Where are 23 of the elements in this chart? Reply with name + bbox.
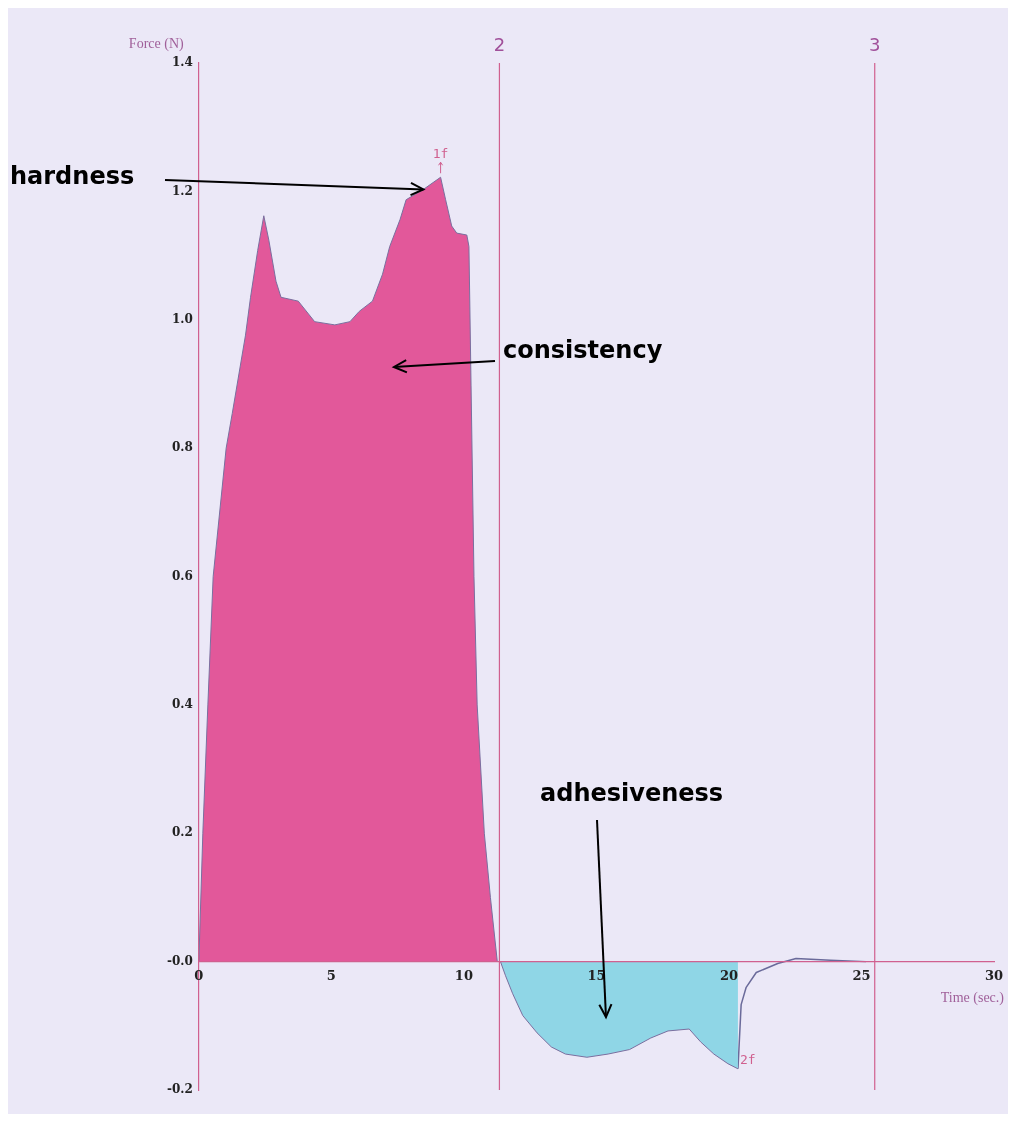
y-tick-label: 1.2 — [171, 183, 193, 198]
x-tick-label: 25 — [852, 967, 871, 983]
annotation: hardness — [10, 162, 135, 191]
x-tick-label: 5 — [326, 967, 336, 983]
y-tick-label: 0.4 — [171, 697, 193, 711]
annotation: consistency — [503, 336, 663, 365]
x-tick-label: 10 — [454, 967, 473, 983]
y-tick-label: 0.6 — [171, 568, 193, 583]
x-tick-label: 30 — [984, 967, 1004, 983]
annotation: 2f — [739, 1051, 756, 1067]
annotation: adhesiveness — [540, 779, 724, 808]
x-axis-title: Time (sec.) — [940, 990, 1005, 1007]
x-tick-label: 20 — [719, 967, 738, 983]
y-tick-label: -0.0 — [167, 953, 193, 968]
y-tick-label: 1.4 — [171, 55, 193, 70]
text: 3 — [869, 33, 881, 55]
y-tick-label: 0.8 — [171, 440, 193, 455]
y-axis-title: Force (N) — [128, 35, 185, 52]
y-tick-label: 0.2 — [171, 825, 193, 840]
annotation: 1f — [432, 146, 449, 162]
text: 2 — [493, 33, 506, 55]
y-tick-label: 1.0 — [171, 311, 193, 326]
y-tick-label: -0.2 — [167, 1082, 193, 1097]
